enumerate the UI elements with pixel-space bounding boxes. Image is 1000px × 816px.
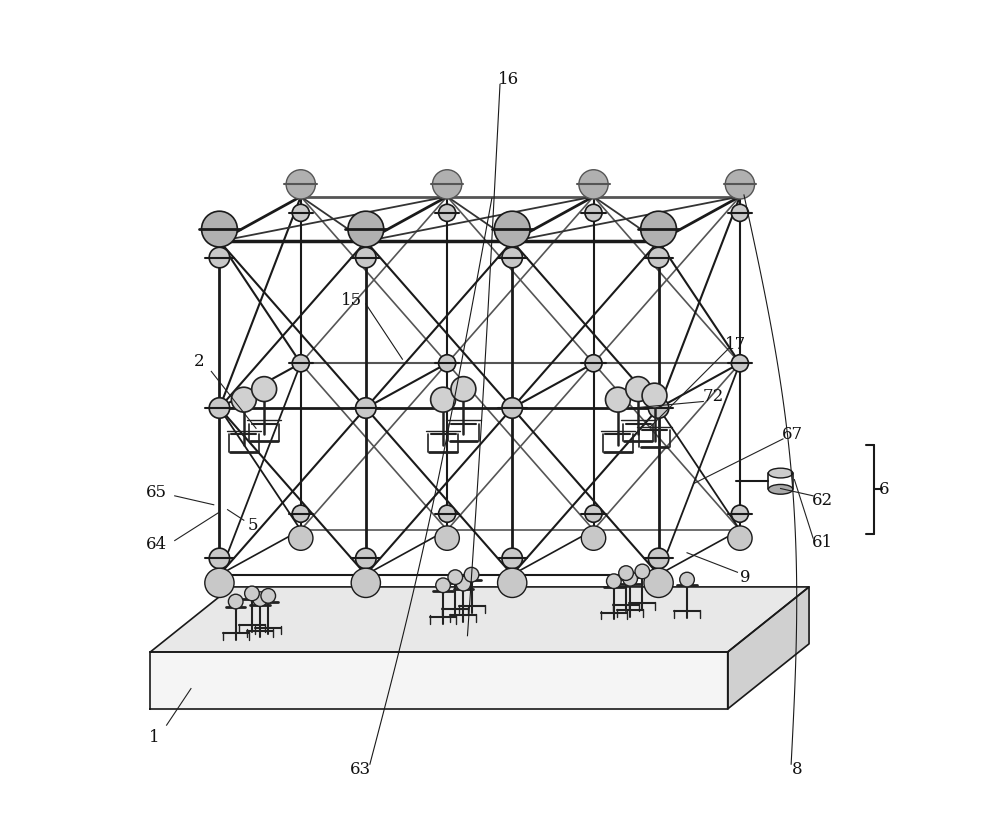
Polygon shape [150,652,728,709]
Circle shape [464,567,479,582]
Text: 61: 61 [811,534,833,552]
Circle shape [648,548,669,569]
Circle shape [451,377,476,401]
Circle shape [356,397,376,419]
Circle shape [579,170,608,199]
Text: 65: 65 [146,484,167,501]
Circle shape [228,594,243,609]
Circle shape [641,211,676,247]
Circle shape [581,526,606,550]
Circle shape [728,526,752,550]
Circle shape [439,204,456,221]
Text: 67: 67 [782,425,803,442]
Circle shape [585,355,602,372]
Circle shape [261,588,276,603]
Circle shape [292,505,309,522]
Circle shape [585,204,602,221]
Circle shape [348,211,384,247]
Text: 64: 64 [146,536,167,553]
Text: 17: 17 [725,336,746,353]
Circle shape [433,170,462,199]
Circle shape [431,388,456,412]
Circle shape [209,548,230,569]
Circle shape [286,170,315,199]
Text: 15: 15 [341,292,363,309]
Circle shape [289,526,313,550]
Text: 8: 8 [792,761,803,778]
Circle shape [252,377,277,401]
Circle shape [436,578,450,592]
Circle shape [205,568,234,597]
Circle shape [731,355,748,372]
Circle shape [648,247,669,268]
Circle shape [494,211,530,247]
Circle shape [502,397,522,419]
Circle shape [644,568,673,597]
Text: 1: 1 [149,729,160,746]
Circle shape [292,204,309,221]
Text: 2: 2 [194,353,204,370]
Circle shape [502,247,522,268]
Circle shape [502,548,522,569]
Text: 6: 6 [879,481,889,498]
Circle shape [725,170,755,199]
Circle shape [623,571,637,586]
Circle shape [498,568,527,597]
Text: 62: 62 [811,492,833,509]
Circle shape [439,505,456,522]
Circle shape [648,397,669,419]
Polygon shape [150,587,809,652]
Circle shape [605,388,630,412]
Text: 9: 9 [740,569,751,586]
Circle shape [456,576,471,591]
Circle shape [209,247,230,268]
Circle shape [435,526,459,550]
Circle shape [356,247,376,268]
Polygon shape [728,587,809,709]
Circle shape [439,355,456,372]
Ellipse shape [768,485,793,494]
Text: 16: 16 [498,71,519,88]
Circle shape [356,548,376,569]
Circle shape [626,377,651,401]
Circle shape [292,355,309,372]
Circle shape [635,564,650,579]
Text: 63: 63 [350,761,371,778]
Circle shape [731,505,748,522]
Circle shape [680,572,694,587]
Circle shape [607,574,621,588]
Circle shape [619,565,633,580]
Circle shape [253,592,267,606]
Circle shape [209,397,230,419]
Circle shape [351,568,380,597]
Circle shape [202,211,237,247]
Circle shape [245,586,259,601]
Ellipse shape [768,468,793,478]
Circle shape [642,384,667,408]
Text: 5: 5 [248,517,258,534]
Text: 72: 72 [702,388,724,405]
Circle shape [585,505,602,522]
Circle shape [231,388,256,412]
Circle shape [448,570,463,584]
Circle shape [731,204,748,221]
